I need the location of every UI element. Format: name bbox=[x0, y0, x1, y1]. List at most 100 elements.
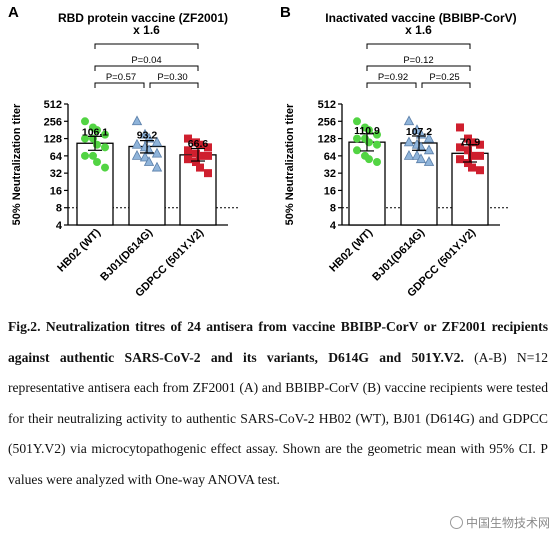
data-point bbox=[196, 151, 204, 160]
figure: A RBD protein vaccine (ZF2001) 4 8 16 32 64 128… bbox=[8, 4, 517, 300]
data-point bbox=[365, 138, 373, 147]
data-point bbox=[131, 138, 143, 149]
data-point bbox=[456, 155, 464, 164]
data-point bbox=[143, 156, 155, 166]
data-point bbox=[423, 156, 435, 166]
p-value-label: P=0.30 bbox=[157, 72, 187, 83]
data-point bbox=[423, 132, 435, 143]
y-tick-label: 512 bbox=[44, 99, 62, 111]
value-label: 107.2 bbox=[406, 126, 432, 138]
data-point bbox=[131, 115, 143, 126]
data-point bbox=[403, 115, 415, 126]
data-point bbox=[196, 140, 204, 149]
bracket bbox=[94, 43, 199, 49]
bracket bbox=[149, 82, 199, 88]
data-point bbox=[81, 151, 89, 160]
y-tick-label: 512 bbox=[318, 99, 336, 111]
y-tick-label: 4 bbox=[56, 220, 63, 232]
data-point bbox=[151, 161, 163, 172]
y-tick-label: 32 bbox=[50, 168, 62, 180]
y-tick-label: 256 bbox=[318, 116, 336, 128]
y-tick-label: 128 bbox=[44, 134, 62, 146]
y-tick-label: 8 bbox=[56, 203, 62, 215]
data-point bbox=[184, 146, 192, 155]
data-point bbox=[81, 117, 89, 126]
value-label: 66.6 bbox=[188, 138, 209, 150]
panel-b: B Inactivated vaccine (BBIBP-CorV) 4 8 16 32 6… bbox=[280, 4, 517, 300]
x-tick-label: HB02 (WT) bbox=[327, 226, 375, 274]
bracket bbox=[366, 82, 417, 88]
data-point bbox=[411, 124, 423, 134]
watermark-text: 中国生物技术网 bbox=[465, 516, 550, 530]
watermark-logo-icon bbox=[449, 516, 463, 529]
data-point bbox=[139, 151, 151, 162]
data-point bbox=[101, 130, 109, 139]
y-axis-label: 50% Neutralization titer bbox=[11, 103, 23, 225]
data-point bbox=[464, 146, 472, 155]
value-label: 110.9 bbox=[354, 125, 380, 137]
x-tick-label: BJ01(D614G) bbox=[98, 226, 155, 283]
data-point bbox=[464, 159, 472, 168]
data-point bbox=[101, 143, 109, 152]
data-point bbox=[373, 130, 381, 139]
data-point bbox=[89, 151, 97, 160]
y-tick-label: 64 bbox=[324, 151, 337, 163]
y-axis-label: 50% Neutralization titer bbox=[284, 103, 296, 225]
bracket bbox=[366, 65, 471, 71]
figure-caption: Fig.2. Neutralization titres of 24 antis… bbox=[8, 312, 548, 495]
x-tick-label: HB02 (WT) bbox=[55, 226, 103, 274]
data-point bbox=[468, 138, 476, 147]
data-point bbox=[415, 153, 427, 164]
data-point bbox=[476, 166, 484, 175]
data-point bbox=[373, 140, 381, 149]
data-point bbox=[353, 146, 361, 155]
y-tick-label: 16 bbox=[324, 185, 336, 197]
bracket bbox=[421, 82, 471, 88]
data-point bbox=[456, 123, 464, 132]
value-label: 106.1 bbox=[82, 126, 108, 138]
data-point bbox=[101, 163, 109, 172]
p-value-label: P=0.57 bbox=[106, 72, 136, 83]
bracket bbox=[366, 43, 471, 49]
data-point bbox=[204, 169, 212, 178]
panel-letter: A bbox=[8, 4, 19, 21]
bracket bbox=[94, 82, 145, 88]
fold-change-label: x 1.6 bbox=[133, 23, 160, 37]
x-tick-label: BJ01(D614G) bbox=[370, 226, 427, 283]
data-point bbox=[365, 155, 373, 164]
y-tick-label: 256 bbox=[44, 116, 62, 128]
panel-letter: B bbox=[280, 4, 291, 21]
data-point bbox=[93, 126, 101, 135]
y-tick-label: 128 bbox=[318, 134, 336, 146]
data-point bbox=[151, 147, 163, 158]
data-point bbox=[93, 140, 101, 149]
data-point bbox=[143, 132, 155, 143]
data-point bbox=[456, 143, 464, 152]
data-point bbox=[184, 155, 192, 164]
data-point bbox=[403, 150, 415, 160]
caption-body: (A-B) N=12 representative antisera each … bbox=[8, 349, 548, 487]
data-point bbox=[93, 158, 101, 167]
data-point bbox=[204, 151, 212, 160]
data-point bbox=[192, 158, 200, 167]
data-point bbox=[353, 134, 361, 143]
fold-change-label: x 1.6 bbox=[405, 23, 432, 37]
bracket bbox=[94, 65, 199, 71]
p-value-label: P=0.92 bbox=[378, 72, 408, 83]
p-value-label: P=0.04 bbox=[131, 55, 161, 66]
panel-title: Inactivated vaccine (BBIBP-CorV) bbox=[325, 11, 516, 25]
data-point bbox=[365, 126, 373, 135]
y-tick-label: 32 bbox=[324, 168, 336, 180]
data-point bbox=[468, 151, 476, 160]
data-point bbox=[423, 144, 435, 155]
panel-title: RBD protein vaccine (ZF2001) bbox=[58, 11, 228, 25]
data-point bbox=[151, 136, 163, 147]
panel-a: A RBD protein vaccine (ZF2001) 4 8 16 32 64 128… bbox=[8, 4, 238, 300]
data-point bbox=[353, 117, 361, 126]
value-label: 93.2 bbox=[137, 129, 158, 141]
value-label: 70.9 bbox=[460, 136, 481, 148]
caption-lead: Fig.2. Neutralization titres of 24 antis… bbox=[8, 319, 548, 365]
p-value-label: P=0.25 bbox=[429, 72, 459, 83]
y-tick-label: 64 bbox=[50, 151, 63, 163]
data-point bbox=[204, 143, 212, 152]
